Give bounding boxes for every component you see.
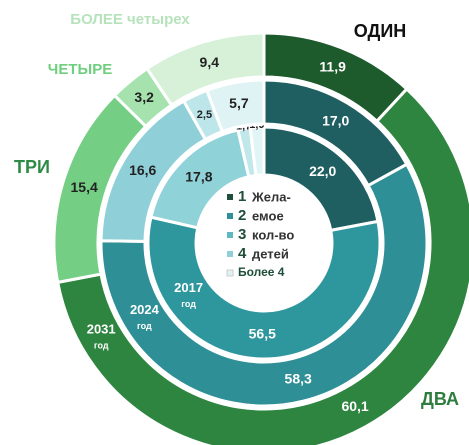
value-label: 15,4: [71, 179, 98, 195]
legend-text: кол-во: [252, 227, 294, 242]
ring-sublabel: год: [181, 299, 196, 309]
donut-segment: [55, 86, 469, 445]
legend-swatch: [227, 194, 233, 200]
value-label: 5,7: [229, 95, 249, 111]
legend-swatch: [227, 251, 233, 257]
category-label: БОЛЕЕ четырех: [70, 11, 190, 28]
legend-label: 2: [238, 207, 246, 224]
legend-label: 1: [238, 188, 246, 205]
category-label: ТРИ: [14, 157, 50, 177]
ring-label: 2031: [87, 321, 116, 336]
legend-swatch: [226, 269, 234, 277]
donut-segment: [99, 162, 429, 408]
donut-segment: [146, 215, 382, 361]
value-label: 9,4: [200, 54, 220, 70]
category-label: ОДИН: [354, 21, 407, 41]
donut-segment: [248, 125, 266, 178]
value-label: 2,5: [197, 109, 212, 121]
legend-label: Более 4: [238, 265, 285, 279]
legend-swatch: [227, 232, 233, 238]
category-label: ДВА: [421, 389, 459, 409]
donut-segment: [144, 31, 266, 108]
ring-sublabel: год: [137, 321, 152, 331]
donut-segment: [204, 78, 266, 134]
value-label: 56,5: [249, 326, 276, 342]
value-label: 16,6: [129, 162, 156, 178]
category-label: ЧЕТЫРЕ: [48, 61, 112, 78]
value-label: 60,1: [341, 398, 368, 414]
value-label: 17,8: [185, 169, 212, 185]
legend-swatch: [227, 213, 233, 219]
legend-label: 4: [238, 245, 247, 262]
legend-text: емое: [252, 208, 284, 223]
ring-label: 2017: [174, 280, 203, 295]
value-label: 11,9: [319, 59, 346, 75]
value-label: 58,3: [285, 370, 312, 386]
ring-sublabel: год: [94, 340, 109, 350]
legend-text: детей: [252, 246, 289, 261]
legend-label: 3: [238, 226, 246, 243]
legend-text: Жела-: [251, 189, 291, 204]
value-label: 22,0: [309, 163, 336, 179]
value-label: 17,0: [322, 112, 349, 128]
value-label: 3,2: [134, 89, 154, 105]
ring-label: 2024: [130, 302, 160, 317]
